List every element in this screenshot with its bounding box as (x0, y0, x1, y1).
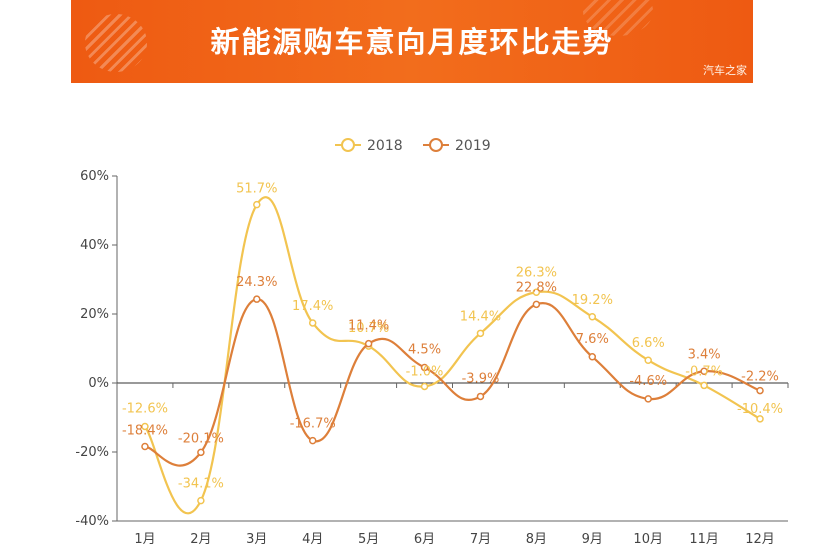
series-line-2018 (144, 196, 761, 515)
x-tick-label: 4月 (302, 532, 323, 547)
x-tick-label: 8月 (526, 532, 547, 547)
data-point (756, 386, 764, 395)
y-tick-label: -40% (75, 514, 109, 529)
data-label: 24.3% (236, 275, 277, 290)
data-label: -16.7% (290, 417, 336, 432)
data-label: -34.1% (178, 477, 224, 492)
x-tick-label: 11月 (689, 532, 719, 547)
data-label: -2.2% (741, 370, 779, 385)
data-labels: -12.6% -34.1% 51.7% 17.4% 10.7% -1.0% 14.4% 26.… (122, 182, 783, 492)
data-label: 11.4% (348, 319, 389, 334)
banner-title: 新能源购车意向月度环比走势 (210, 25, 614, 59)
data-label: 7.6% (576, 332, 609, 347)
data-point (644, 356, 652, 364)
data-point (588, 313, 597, 321)
data-point (532, 300, 541, 309)
y-tick-label: 20% (80, 307, 109, 322)
data-label: -18.4% (122, 423, 168, 438)
data-label: 4.5% (408, 342, 441, 357)
data-point (700, 367, 708, 376)
data-label: -10.4% (737, 402, 783, 417)
data-label: -4.6% (629, 374, 667, 389)
legend: 2018 2019 (335, 138, 491, 154)
data-point (364, 339, 373, 348)
data-point (308, 436, 317, 445)
data-label: -1.0% (406, 364, 444, 379)
data-label: 26.3% (516, 265, 557, 280)
data-label: 10.7% (348, 321, 389, 336)
x-tick-label: 10月 (633, 532, 663, 547)
y-tick-label: 40% (80, 238, 109, 253)
x-tick-label: 7月 (470, 532, 491, 547)
data-label: 14.4% (460, 309, 501, 324)
y-tick-label: 60% (80, 169, 109, 184)
data-point (476, 392, 485, 401)
data-point (308, 319, 317, 327)
data-label: -0.7% (685, 364, 723, 379)
data-point (420, 363, 429, 372)
legend-label: 2019 (455, 138, 491, 154)
data-point (700, 381, 708, 390)
x-tick-label: 3月 (246, 532, 267, 547)
data-point (197, 448, 205, 457)
series-layer (141, 196, 764, 515)
data-label: 6.6% (632, 336, 665, 351)
x-tick-label: 12月 (745, 532, 775, 547)
data-point (420, 382, 429, 391)
data-point (197, 496, 205, 505)
data-point (476, 329, 485, 338)
y-tick-label: 0% (88, 376, 109, 391)
x-tick-label: 6月 (414, 532, 435, 547)
data-point (141, 442, 149, 451)
legend-swatch-marker (341, 138, 355, 152)
data-point (253, 200, 261, 209)
axes: -40% -20% 0% 20% 40% 60% 1月 2月 3月 4月 5月 6月 7月 8月 9月 10月… (75, 169, 789, 547)
data-label: 22.8% (516, 280, 557, 295)
data-label: -12.6% (122, 401, 168, 416)
data-label: 19.2% (572, 293, 613, 308)
data-point (253, 295, 261, 303)
y-tick-label: -20% (75, 445, 109, 460)
data-label: -3.9% (462, 371, 500, 386)
data-point (532, 288, 541, 297)
data-label: 17.4% (292, 299, 333, 314)
banner-watermark: 汽车之家 (703, 64, 747, 77)
data-label: -20.1% (178, 431, 224, 446)
data-point (141, 422, 149, 431)
data-label: 51.7% (236, 182, 277, 197)
header-banner: 新能源购车意向月度环比走势 汽车之家 (71, 0, 753, 83)
x-tick-label: 5月 (358, 532, 379, 547)
banner-decoration (85, 14, 147, 72)
series-line-2019 (144, 298, 761, 467)
data-point (644, 395, 652, 403)
data-point (588, 353, 597, 361)
x-tick-label: 2月 (190, 532, 211, 547)
legend-label: 2018 (367, 138, 403, 154)
data-label: 3.4% (688, 347, 721, 362)
legend-swatch-marker (429, 138, 443, 152)
x-tick-label: 1月 (134, 532, 155, 547)
x-tick-label: 9月 (582, 532, 603, 547)
data-point (756, 415, 764, 423)
